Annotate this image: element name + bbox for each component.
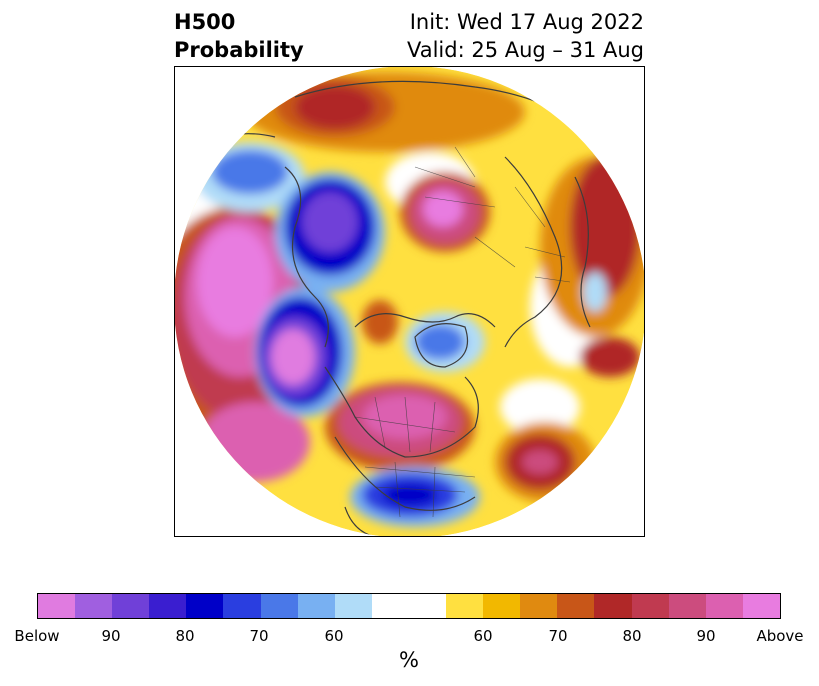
greenland-outline bbox=[414, 323, 469, 368]
colorbar-tick: Above bbox=[756, 627, 804, 645]
colorbar-tick: 90 bbox=[101, 627, 121, 645]
colorbar-tick: Below bbox=[14, 627, 60, 645]
above-region bbox=[363, 395, 447, 439]
border bbox=[364, 461, 476, 518]
colorbar-segment-below bbox=[297, 594, 335, 618]
colorbar-segment-neutral bbox=[371, 594, 447, 618]
colorbar-segment-above bbox=[631, 594, 669, 618]
init-date-label: Init: Wed 17 Aug 2022 bbox=[409, 10, 644, 34]
valid-range-label: Valid: 25 Aug – 31 Aug bbox=[406, 38, 644, 62]
coastline bbox=[334, 436, 476, 511]
above-region bbox=[362, 300, 398, 344]
coastline bbox=[354, 313, 496, 328]
colorbar-segment-below bbox=[334, 594, 372, 618]
colorbar-tick: 90 bbox=[696, 627, 716, 645]
map-title-right: Init: Wed 17 Aug 2022 Valid: 25 Aug – 31… bbox=[407, 8, 644, 64]
probability-map-svg bbox=[175, 67, 644, 536]
below-region bbox=[302, 192, 358, 252]
borders bbox=[354, 146, 571, 518]
colorbar-segment-above bbox=[594, 594, 632, 618]
map-title-left: H500 Probability bbox=[174, 8, 304, 64]
colorbar-segment-below bbox=[38, 594, 76, 618]
below-region bbox=[271, 329, 315, 385]
coastline bbox=[284, 166, 329, 348]
above-region bbox=[197, 227, 273, 337]
coastline bbox=[504, 156, 563, 348]
below-region bbox=[415, 324, 465, 360]
colorbar-segment-below bbox=[223, 594, 261, 618]
colorbar-segment-above bbox=[557, 594, 595, 618]
above-region bbox=[423, 191, 463, 227]
colorbar-segment-below bbox=[260, 594, 298, 618]
colorbar-unit-label: % bbox=[399, 648, 419, 672]
probability-map bbox=[174, 66, 645, 537]
colorbar-segment-above bbox=[705, 594, 743, 618]
colorbar-segment-above bbox=[668, 594, 706, 618]
colorbar-segment-below bbox=[112, 594, 150, 618]
colorbar-segment-above bbox=[520, 594, 558, 618]
colorbar-segment-above bbox=[446, 594, 484, 618]
colorbar-tick: 60 bbox=[324, 627, 344, 645]
colorbar-tick: 80 bbox=[622, 627, 642, 645]
colorbar-segment-above bbox=[483, 594, 521, 618]
above-region bbox=[580, 337, 640, 377]
below-region bbox=[382, 483, 438, 507]
colorbar-segment-below bbox=[75, 594, 113, 618]
probability-colorbar bbox=[37, 593, 781, 619]
colorbar-tick: 70 bbox=[249, 627, 269, 645]
above-region bbox=[522, 450, 558, 474]
below-region bbox=[212, 150, 288, 194]
border bbox=[414, 146, 496, 208]
coastline bbox=[344, 506, 386, 536]
coastline bbox=[574, 176, 591, 328]
above-region bbox=[570, 157, 640, 297]
neutral-region bbox=[500, 379, 580, 435]
above-region bbox=[295, 85, 375, 129]
colorbar-tick: 80 bbox=[175, 627, 195, 645]
product-label: Probability bbox=[174, 38, 304, 62]
border bbox=[474, 186, 571, 283]
below-region bbox=[583, 272, 607, 312]
border bbox=[354, 396, 456, 453]
colorbar-tick: 60 bbox=[473, 627, 493, 645]
colorbar-tick: 70 bbox=[548, 627, 568, 645]
colorbar-segment-below bbox=[149, 594, 187, 618]
colorbar-segment-below bbox=[186, 594, 224, 618]
colorbar-segment-above bbox=[742, 594, 780, 618]
variable-label: H500 bbox=[174, 10, 236, 34]
coastline bbox=[324, 366, 479, 458]
